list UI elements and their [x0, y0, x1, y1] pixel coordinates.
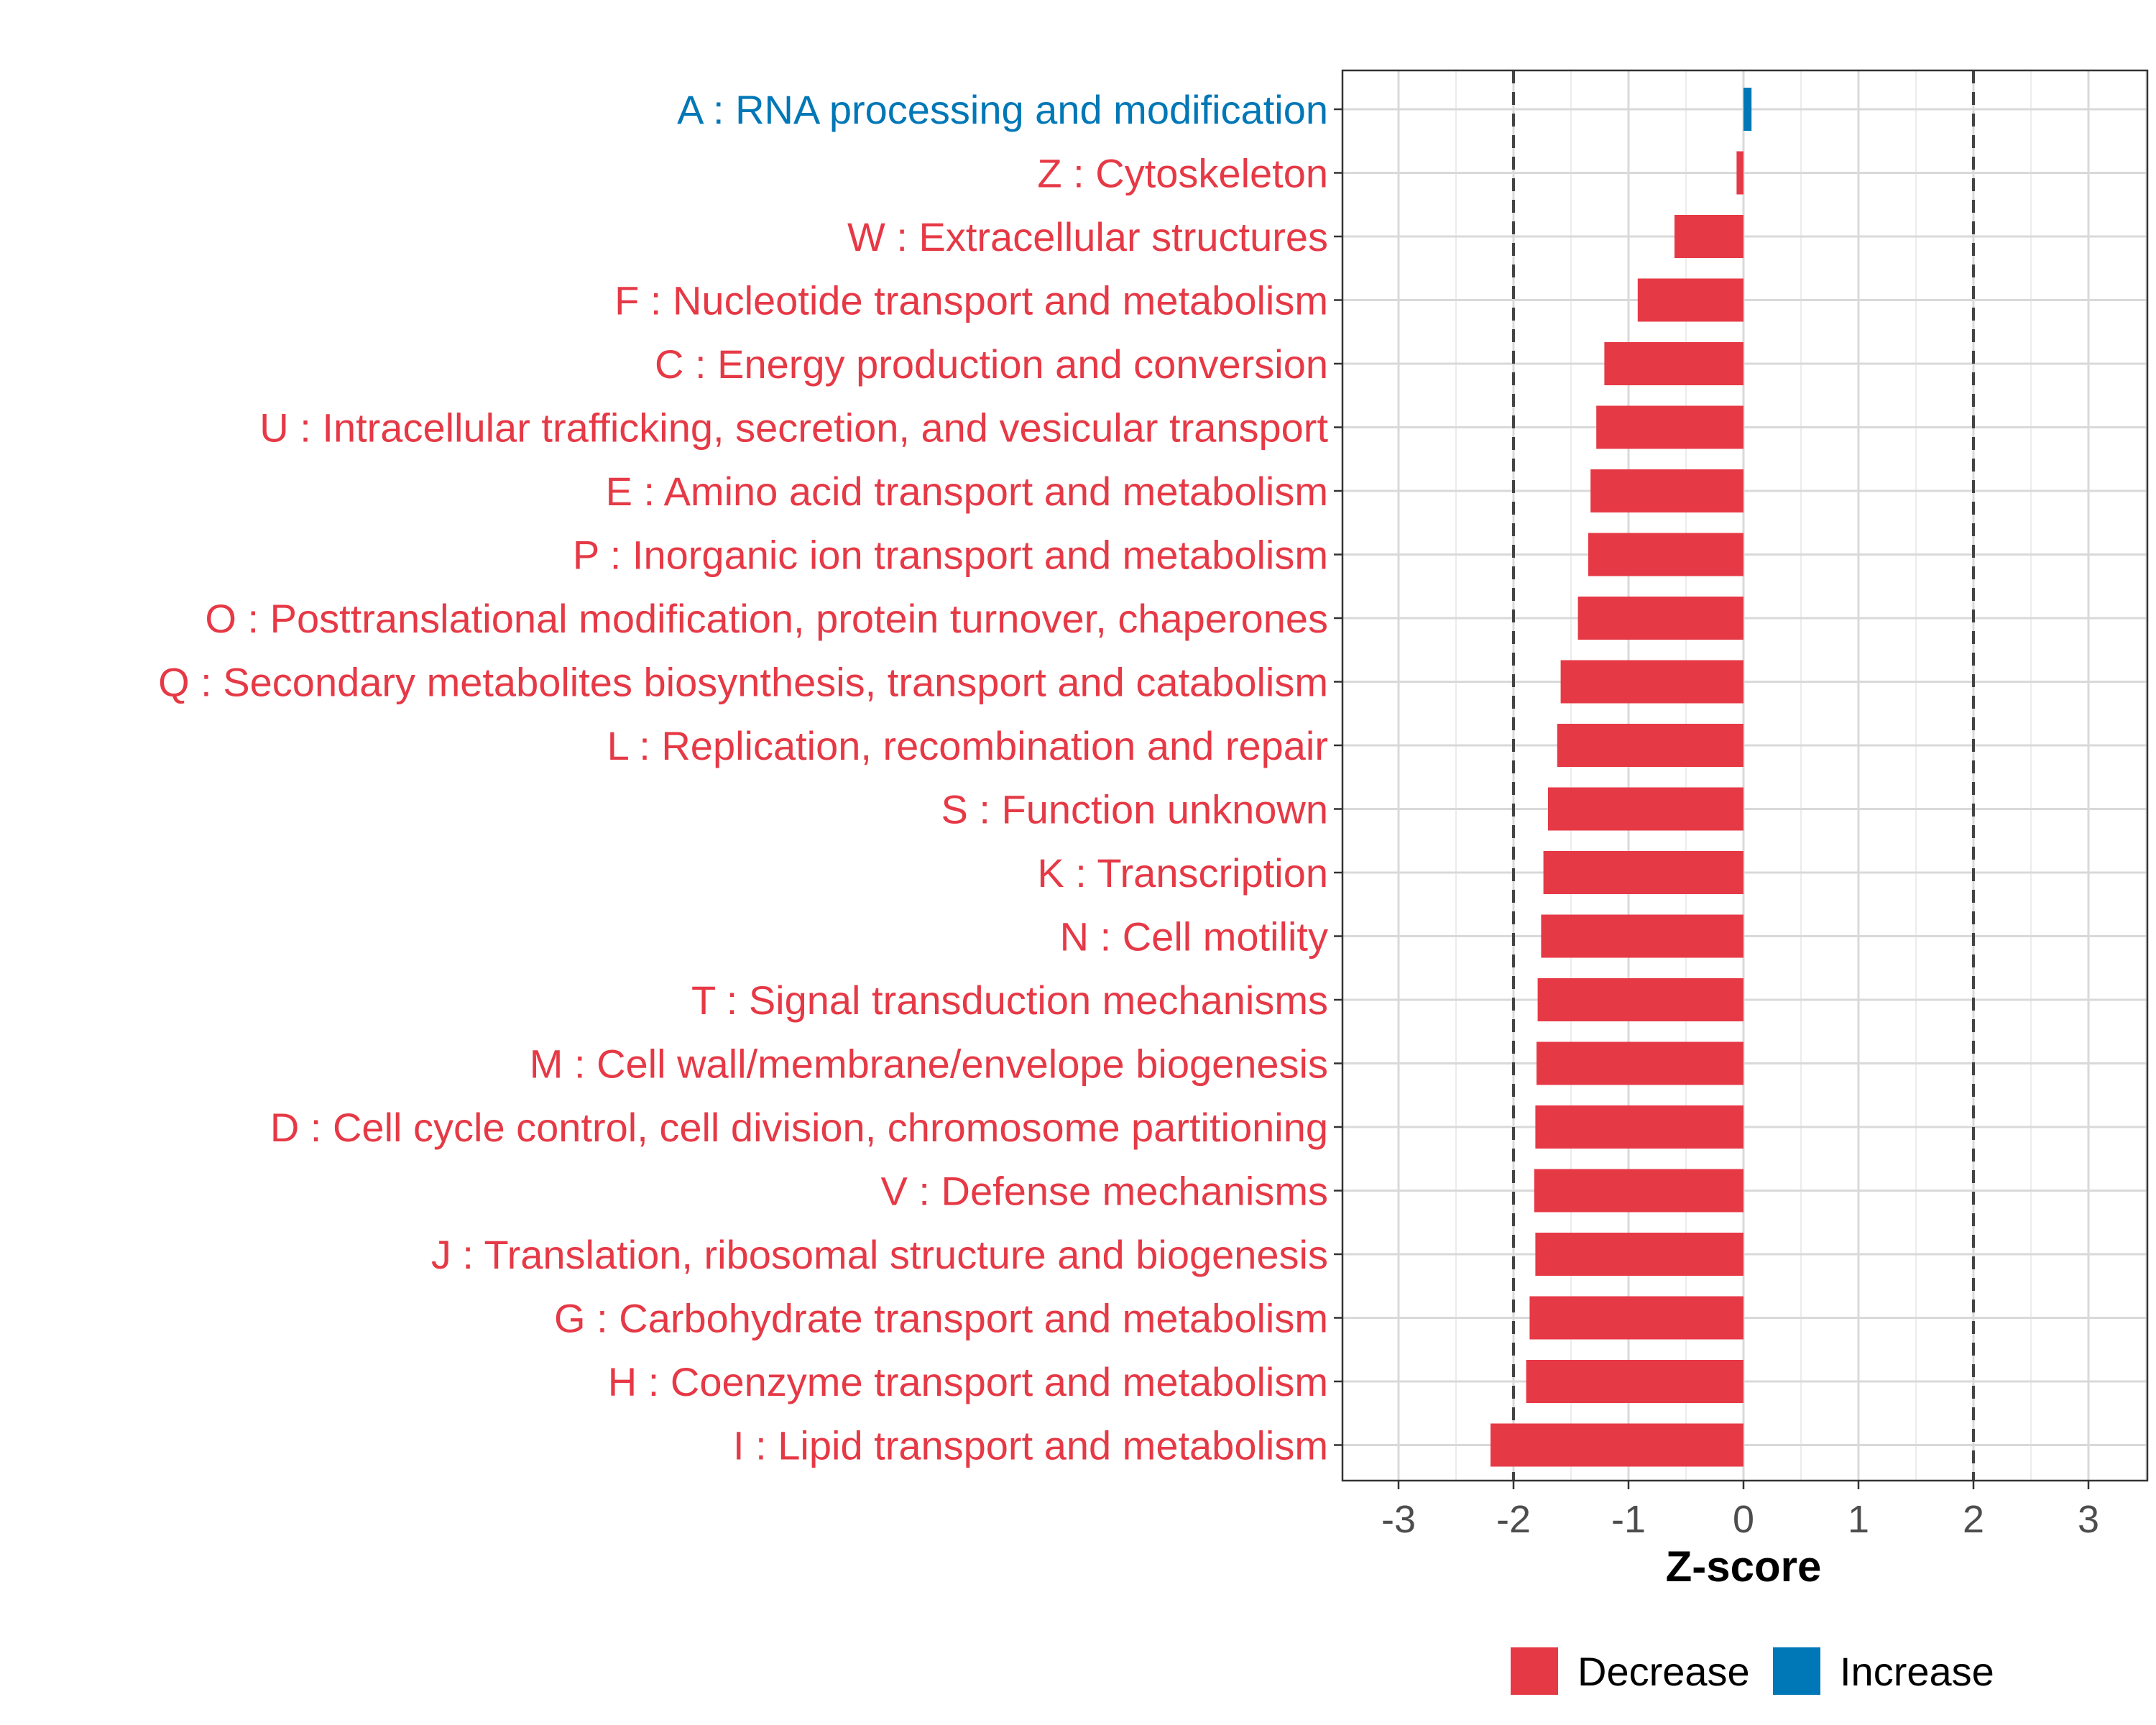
- x-tick-label: -1: [1611, 1498, 1646, 1541]
- category-label: K : Transcription: [1037, 850, 1328, 896]
- category-label: M : Cell wall/membrane/envelope biogenes…: [530, 1041, 1328, 1087]
- bars: [1491, 88, 1752, 1467]
- legend-swatch: [1773, 1647, 1820, 1695]
- category-label: P : Inorganic ion transport and metaboli…: [573, 533, 1328, 578]
- category-label: J : Translation, ribosomal structure and…: [431, 1232, 1328, 1277]
- bar: [1743, 88, 1752, 131]
- category-label: T : Signal transduction mechanisms: [691, 978, 1328, 1023]
- bar: [1534, 1169, 1743, 1213]
- category-label: D : Cell cycle control, cell division, c…: [270, 1105, 1328, 1150]
- x-axis-title: Z-score: [1666, 1542, 1822, 1591]
- bar: [1548, 787, 1743, 831]
- bar: [1674, 215, 1743, 258]
- bar: [1560, 660, 1743, 704]
- category-label: G : Carbohydrate transport and metabolis…: [554, 1296, 1328, 1341]
- category-label: L : Replication, recombination and repai…: [607, 723, 1328, 768]
- bar: [1590, 469, 1743, 512]
- category-label: O : Posttranslational modification, prot…: [205, 596, 1328, 641]
- category-label: I : Lipid transport and metabolism: [733, 1423, 1328, 1468]
- category-label: N : Cell motility: [1060, 914, 1328, 960]
- category-label: S : Function unknown: [941, 787, 1328, 832]
- x-tick-label: 0: [1733, 1498, 1754, 1541]
- category-label: A : RNA processing and modification: [677, 87, 1328, 132]
- x-tick-label: 1: [1848, 1498, 1869, 1541]
- bar: [1577, 597, 1743, 640]
- x-tick-label: -3: [1381, 1498, 1416, 1541]
- bar: [1557, 724, 1743, 767]
- bar: [1529, 1296, 1743, 1340]
- x-axis-ticks: -3 -2 -1 0 1 2 3: [1334, 108, 2099, 1541]
- bar: [1541, 914, 1743, 958]
- category-label: C : Energy production and conversion: [655, 341, 1328, 387]
- category-label: F : Nucleotide transport and metabolism: [614, 278, 1328, 323]
- bar: [1537, 978, 1743, 1021]
- x-tick-label: 3: [2078, 1498, 2099, 1541]
- x-tick-label: -2: [1496, 1498, 1531, 1541]
- bar: [1596, 405, 1743, 449]
- bar: [1543, 851, 1743, 894]
- bar: [1537, 1041, 1743, 1085]
- legend-swatch: [1511, 1647, 1558, 1695]
- bar: [1588, 533, 1743, 576]
- legend-label: Decrease: [1577, 1649, 1750, 1694]
- category-labels: A : RNA processing and modification Z : C…: [158, 87, 1328, 1468]
- bar: [1526, 1360, 1743, 1403]
- category-label: Q : Secondary metabolites biosynthesis, …: [158, 660, 1328, 705]
- category-label: Z : Cytoskeleton: [1037, 151, 1328, 196]
- legend-label: Increase: [1840, 1649, 1994, 1694]
- bar: [1491, 1423, 1743, 1467]
- bar: [1736, 151, 1743, 195]
- legend: Decrease Increase: [1511, 1647, 1994, 1695]
- category-label: H : Coenzyme transport and metabolism: [608, 1359, 1328, 1404]
- reference-lines: [1512, 70, 1975, 1481]
- x-tick-label: 2: [1963, 1498, 1984, 1541]
- category-label: V : Defense mechanisms: [881, 1169, 1328, 1214]
- bar: [1535, 1233, 1743, 1276]
- bar: [1637, 278, 1743, 322]
- category-label: W : Extracellular structures: [847, 214, 1328, 259]
- bar: [1535, 1105, 1743, 1149]
- category-label: E : Amino acid transport and metabolism: [606, 469, 1328, 514]
- plot-panel-border: [1341, 69, 2149, 1482]
- category-label: U : Intracellular trafficking, secretion…: [259, 405, 1328, 451]
- bar: [1604, 342, 1743, 385]
